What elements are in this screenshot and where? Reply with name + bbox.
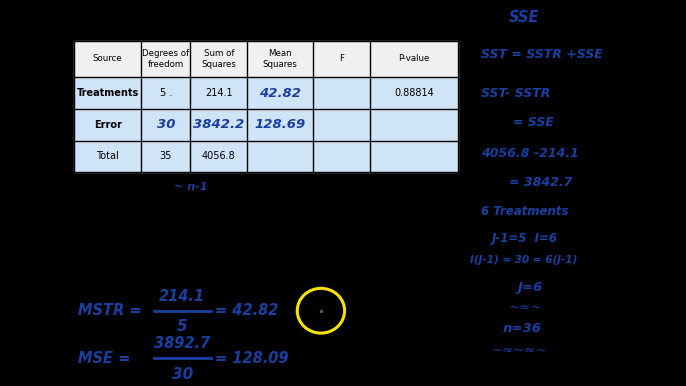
Text: Sum of
Squares: Sum of Squares (202, 49, 236, 69)
Text: answer the question below:: answer the question below: (194, 30, 338, 40)
Text: Total: Total (96, 151, 119, 161)
Text: F: F (339, 54, 344, 63)
Bar (74, 141, 458, 172)
Text: 214.1: 214.1 (159, 289, 205, 303)
Text: SSE: SSE (509, 10, 539, 25)
Bar (74, 41, 458, 77)
Text: c.   What are the degrees of freedom for the f test statistic?: c. What are the degrees of freedom for t… (70, 253, 367, 263)
Text: a.   How many Treatments are there?: a. How many Treatments are there? (70, 197, 255, 207)
Text: 4056.8: 4056.8 (202, 151, 236, 161)
Text: J-1=5  I=6: J-1=5 I=6 (491, 232, 558, 245)
Text: = SSE: = SSE (513, 116, 554, 129)
Text: = 3842.7: = 3842.7 (509, 176, 572, 189)
Text: b.   How many observations are in each group?: b. How many observations are in each gro… (70, 225, 305, 235)
Text: 214.1: 214.1 (205, 88, 233, 98)
Text: Error: Error (94, 120, 121, 130)
Text: 42.82: 42.82 (259, 86, 301, 100)
Bar (74, 77, 458, 109)
Text: Degrees of
freedom: Degrees of freedom (142, 49, 189, 69)
Text: SST = SSTR +SSE: SST = SSTR +SSE (481, 48, 602, 61)
Text: 4056.8 -214.1: 4056.8 -214.1 (481, 147, 578, 160)
Text: = 42.82: = 42.82 (215, 303, 279, 318)
Text: 3842.2: 3842.2 (193, 118, 244, 131)
Text: 30: 30 (172, 367, 193, 382)
Text: J=6: J=6 (517, 281, 543, 294)
Text: 5: 5 (177, 320, 187, 334)
Text: ~ n-1: ~ n-1 (174, 182, 207, 192)
Bar (74, 109, 458, 141)
Text: Treatments: Treatments (77, 88, 139, 98)
Text: 30: 30 (156, 118, 175, 131)
Text: n=36: n=36 (502, 322, 541, 335)
Text: Source: Source (93, 54, 123, 63)
Text: 128.69: 128.69 (255, 118, 306, 131)
Text: d.   Should we reject the null?: d. Should we reject the null? (70, 281, 218, 291)
Text: I(J-1) = 30 = 6(J-1): I(J-1) = 30 = 6(J-1) (470, 255, 578, 265)
Text: MSE =: MSE = (78, 351, 130, 366)
Text: Mean
Squares: Mean Squares (263, 49, 298, 69)
Text: MSTR =: MSTR = (78, 303, 142, 318)
Text: 0.88814: 0.88814 (394, 88, 434, 98)
Text: SST- SSTR: SST- SSTR (481, 87, 550, 100)
Text: 35: 35 (160, 151, 172, 161)
Text: ~≈~: ~≈~ (509, 301, 542, 314)
Text: ~≈~≈~: ~≈~≈~ (491, 344, 547, 357)
Text: ANOVA analysis. Fill out the remaining parts of the table and: ANOVA analysis. Fill out the remaining p… (108, 19, 424, 29)
Text: The following is a partial ANOVA table for a Single Factor: The following is a partial ANOVA table f… (118, 7, 414, 17)
Text: = 128.09: = 128.09 (215, 351, 288, 366)
Text: 6 Treatments: 6 Treatments (481, 205, 568, 218)
Text: 5 .: 5 . (160, 88, 172, 98)
Text: P-value: P-value (398, 54, 429, 63)
Text: 3892.7: 3892.7 (154, 336, 210, 351)
